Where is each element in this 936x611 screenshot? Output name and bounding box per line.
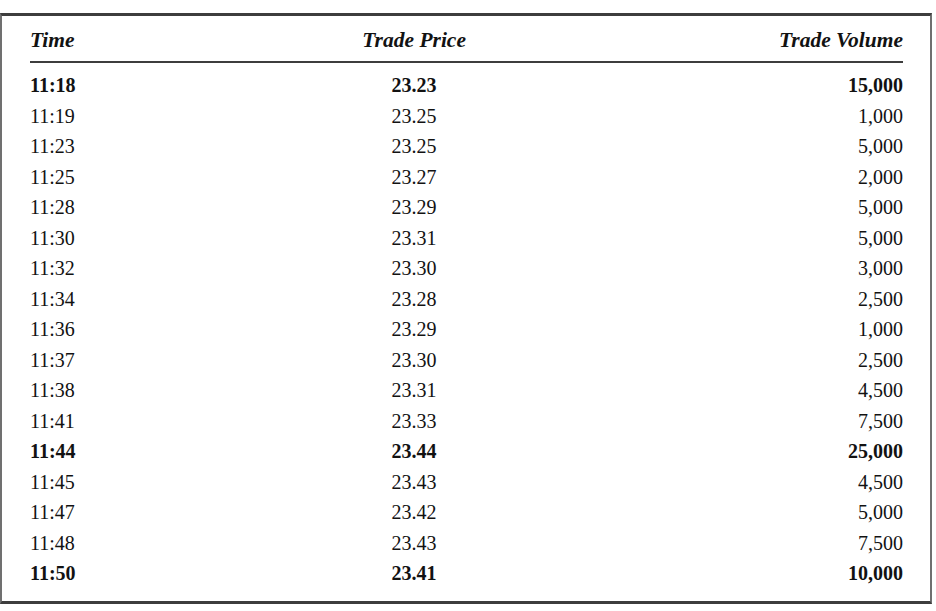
- cell-price: 23.29: [213, 192, 615, 223]
- cell-time: 11:18: [30, 62, 213, 101]
- cell-price: 23.30: [213, 345, 615, 376]
- header-row: Time Trade Price Trade Volume: [30, 16, 903, 62]
- cell-price: 23.25: [213, 131, 615, 162]
- cell-volume: 5,000: [615, 131, 903, 162]
- cell-volume: 3,000: [615, 253, 903, 284]
- cell-time: 11:23: [30, 131, 213, 162]
- cell-price: 23.43: [213, 528, 615, 559]
- cell-time: 11:44: [30, 436, 213, 467]
- cell-volume: 1,000: [615, 314, 903, 345]
- cell-price: 23.31: [213, 223, 615, 254]
- table-row: 11:1923.251,000: [30, 101, 903, 132]
- cell-volume: 25,000: [615, 436, 903, 467]
- cell-time: 11:37: [30, 345, 213, 376]
- table-row: 11:3623.291,000: [30, 314, 903, 345]
- cell-price: 23.42: [213, 497, 615, 528]
- column-header-time: Time: [30, 16, 213, 62]
- cell-price: 23.43: [213, 467, 615, 498]
- document-page: Time Trade Price Trade Volume 11:1823.23…: [0, 0, 936, 611]
- table-row: 11:2523.272,000: [30, 162, 903, 193]
- cell-price: 23.33: [213, 406, 615, 437]
- cell-volume: 10,000: [615, 558, 903, 589]
- table-row: 11:2823.295,000: [30, 192, 903, 223]
- cell-price: 23.23: [213, 62, 615, 101]
- cell-time: 11:47: [30, 497, 213, 528]
- cell-time: 11:41: [30, 406, 213, 437]
- column-header-trade-price: Trade Price: [213, 16, 615, 62]
- cell-price: 23.27: [213, 162, 615, 193]
- table-row: 11:4123.337,500: [30, 406, 903, 437]
- cell-time: 11:36: [30, 314, 213, 345]
- table-row: 11:3823.314,500: [30, 375, 903, 406]
- cell-volume: 5,000: [615, 497, 903, 528]
- table-row: 11:3723.302,500: [30, 345, 903, 376]
- table-row: 11:5023.4110,000: [30, 558, 903, 589]
- cell-time: 11:28: [30, 192, 213, 223]
- table-row: 11:4823.437,500: [30, 528, 903, 559]
- cell-volume: 4,500: [615, 375, 903, 406]
- cell-time: 11:30: [30, 223, 213, 254]
- cell-volume: 2,500: [615, 284, 903, 315]
- cell-time: 11:19: [30, 101, 213, 132]
- table-row: 11:1823.2315,000: [30, 62, 903, 101]
- cell-volume: 7,500: [615, 528, 903, 559]
- table-row: 11:4523.434,500: [30, 467, 903, 498]
- cell-time: 11:32: [30, 253, 213, 284]
- cell-time: 11:25: [30, 162, 213, 193]
- cell-time: 11:45: [30, 467, 213, 498]
- cell-price: 23.31: [213, 375, 615, 406]
- trade-table: Time Trade Price Trade Volume 11:1823.23…: [30, 16, 903, 589]
- cell-time: 11:34: [30, 284, 213, 315]
- cell-time: 11:48: [30, 528, 213, 559]
- cell-volume: 2,000: [615, 162, 903, 193]
- cell-price: 23.28: [213, 284, 615, 315]
- cell-price: 23.29: [213, 314, 615, 345]
- cell-volume: 2,500: [615, 345, 903, 376]
- cell-volume: 4,500: [615, 467, 903, 498]
- trade-table-frame: Time Trade Price Trade Volume 11:1823.23…: [0, 13, 932, 604]
- table-row: 11:4423.4425,000: [30, 436, 903, 467]
- cell-volume: 15,000: [615, 62, 903, 101]
- cell-price: 23.41: [213, 558, 615, 589]
- table-row: 11:3023.315,000: [30, 223, 903, 254]
- table-row: 11:3223.303,000: [30, 253, 903, 284]
- cell-price: 23.25: [213, 101, 615, 132]
- trade-table-header: Time Trade Price Trade Volume: [30, 16, 903, 62]
- cell-volume: 7,500: [615, 406, 903, 437]
- table-row: 11:2323.255,000: [30, 131, 903, 162]
- table-row: 11:4723.425,000: [30, 497, 903, 528]
- cell-volume: 1,000: [615, 101, 903, 132]
- cell-price: 23.30: [213, 253, 615, 284]
- cell-volume: 5,000: [615, 223, 903, 254]
- cell-price: 23.44: [213, 436, 615, 467]
- column-header-trade-volume: Trade Volume: [615, 16, 903, 62]
- cell-time: 11:38: [30, 375, 213, 406]
- cell-time: 11:50: [30, 558, 213, 589]
- table-row: 11:3423.282,500: [30, 284, 903, 315]
- trade-table-body: 11:1823.2315,00011:1923.251,00011:2323.2…: [30, 62, 903, 589]
- cell-volume: 5,000: [615, 192, 903, 223]
